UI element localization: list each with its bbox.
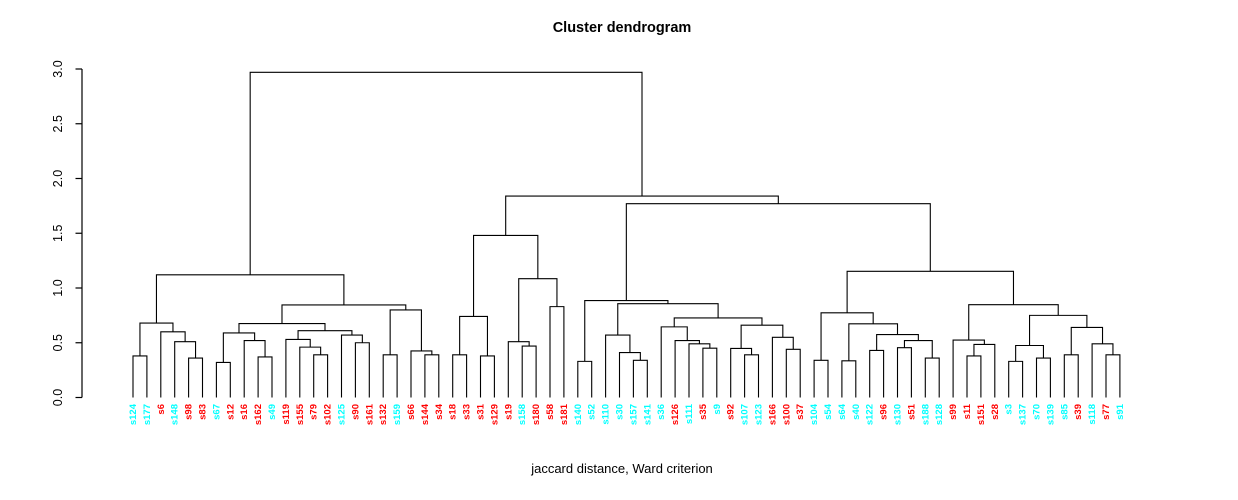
y-tick-label: 2.5 [51,115,65,132]
leaf-label: s3 [1004,404,1015,415]
leaf-label: s139 [1045,404,1056,425]
leaf-label: s16 [239,404,250,420]
leaf-label: s155 [295,403,306,425]
leaf-label: s39 [1073,404,1084,420]
leaf-label: s28 [990,404,1001,420]
leaf-label: s137 [1018,404,1029,425]
leaf-label: s128 [934,404,945,425]
leaf-label: s148 [170,404,181,425]
leaf-label: s125 [337,403,348,425]
leaf-label: s37 [795,404,806,420]
leaf-label: s30 [615,404,626,420]
leaf-label: s181 [559,403,570,425]
leaf-label: s111 [684,403,695,424]
x-axis-label: jaccard distance, Ward criterion [531,461,713,476]
leaf-label: s70 [1032,404,1043,420]
leaf-label: s58 [545,404,556,420]
leaf-label: s96 [879,404,890,420]
leaf-label: s107 [740,404,751,425]
leaf-label: s119 [281,404,292,425]
leaf-label: s144 [420,403,431,425]
y-axis: 0.0 0.5 1.0 1.5 2.0 2.5 3.0 [51,60,83,406]
leaf-label: s33 [462,404,473,420]
leaf-label: s98 [184,404,195,420]
y-tick-label: 0.5 [51,334,65,351]
leaf-label: s9 [712,404,723,415]
leaf-label: s100 [781,404,792,425]
leaf-label: s130 [893,404,904,425]
leaf-label: s141 [642,403,653,425]
y-tick-label: 3.0 [51,60,65,77]
leaf-label: s19 [503,404,514,420]
leaf-label: s129 [489,404,500,425]
dendrogram-links [132,71,1121,398]
leaf-label: s85 [1059,403,1070,420]
leaf-label: s92 [726,404,737,420]
leaf-label: s162 [253,404,264,425]
leaf-label: s52 [587,404,598,420]
leaf-label: s99 [948,404,959,420]
leaf-label: s132 [378,404,389,425]
leaf-label: s188 [920,404,931,425]
leaf-label: s159 [392,404,403,425]
leaf-label: s35 [698,403,709,420]
leaf-label: s91 [1115,403,1126,420]
leaf-label: s180 [531,404,542,425]
leaf-label: s64 [837,403,848,420]
leaf-label: s158 [517,404,528,425]
chart-title: Cluster dendrogram [552,20,692,36]
leaf-label: s36 [656,404,667,420]
leaf-label: s54 [823,403,834,420]
leaf-label: s51 [906,403,917,420]
leaf-label: s67 [211,404,222,420]
leaf-label: s110 [601,404,612,425]
leaf-label: s122 [865,404,876,425]
leaf-label: s40 [851,404,862,420]
leaf-label: s11 [962,403,973,419]
leaf-label: s126 [670,404,681,425]
leaf-label: s66 [406,404,417,420]
leaf-label: s157 [628,404,639,425]
leaf-label: s49 [267,404,278,420]
leaf-label: s151 [976,403,987,425]
leaf-label: s161 [364,403,375,425]
leaf-label: s118 [1087,404,1098,425]
leaf-label: s77 [1101,404,1112,420]
leaf-label: s12 [225,404,236,420]
leaf-label: s177 [142,404,153,425]
leaf-label: s104 [809,403,820,425]
leaf-label: s34 [434,403,445,420]
leaf-label: s18 [448,404,459,420]
leaf-label: s83 [198,404,209,420]
leaf-label: s31 [476,403,487,420]
y-tick-label: 1.0 [51,279,65,296]
leaf-label: s124 [128,403,139,425]
y-tick-label: 1.5 [51,225,65,242]
leaf-label: s6 [156,404,167,415]
leaf-label: s102 [323,404,334,425]
leaf-label: s123 [754,404,765,425]
y-tick-label: 2.0 [51,170,65,187]
leaf-label: s140 [573,404,584,425]
leaf-label: s166 [767,404,778,425]
leaf-label: s90 [350,404,361,420]
leaf-labels: s124 s177 s6 s148 s98 s83 s67 s12 s16 s162 s49 s119… [128,403,1126,425]
y-tick-label: 0.0 [51,389,65,406]
leaf-label: s79 [309,404,320,420]
